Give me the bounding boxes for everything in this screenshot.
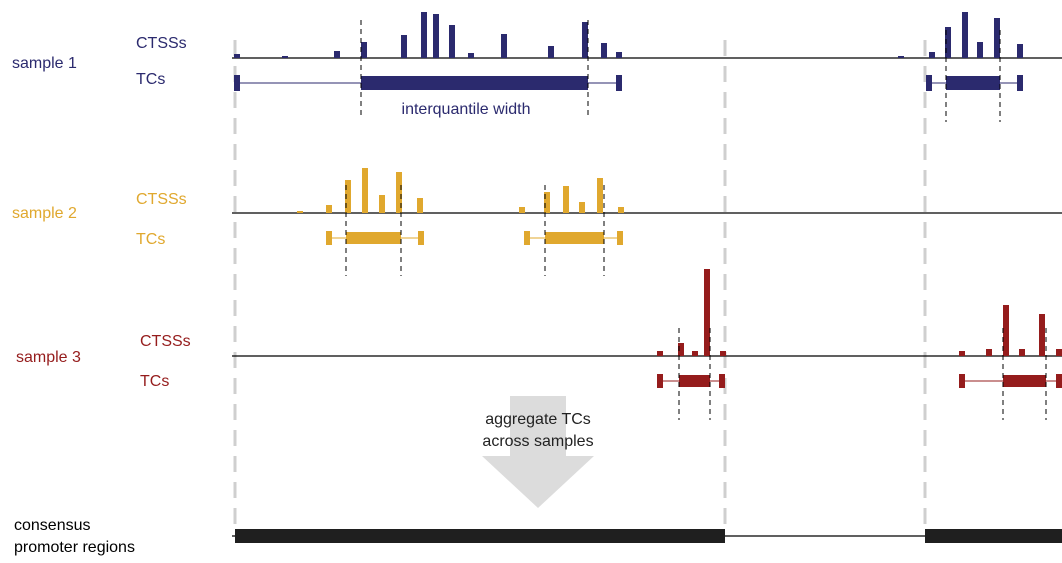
ctss-bar	[326, 205, 332, 213]
ctss-bar	[929, 52, 935, 58]
consensus-track: consensus promoter regions	[14, 517, 1062, 556]
sample-1-tcs	[234, 75, 1023, 91]
ctss-bar	[692, 351, 698, 356]
ctss-bar	[297, 211, 303, 213]
sample-3-ctss-label: CTSSs	[140, 333, 191, 350]
ctss-bar	[334, 51, 340, 58]
sample-1-ctss-bars	[234, 12, 1023, 58]
ctss-bar	[962, 12, 968, 58]
ctss-bar	[582, 22, 588, 58]
consensus-region	[235, 529, 725, 543]
ctss-bar	[898, 56, 904, 58]
tc-end-block	[926, 75, 932, 91]
tc-end-block	[719, 374, 725, 388]
ctss-bar	[1019, 349, 1025, 356]
tc-core-block	[946, 76, 1000, 90]
ctss-bar	[282, 56, 288, 58]
consensus-label-line1: consensus	[14, 517, 91, 534]
tc-end-block	[326, 231, 332, 245]
ctss-bar	[986, 349, 992, 356]
tc-end-block	[1017, 75, 1023, 91]
sample-2-tcs	[326, 231, 623, 245]
ctss-bar	[618, 207, 624, 213]
ctss-bar	[433, 14, 439, 58]
tc-end-block	[959, 374, 965, 388]
ctss-bar	[345, 180, 351, 213]
sample-2-tc-label: TCs	[136, 231, 165, 248]
ctss-bar	[994, 18, 1000, 58]
tc-end-block	[418, 231, 424, 245]
ctss-bar	[1056, 349, 1062, 356]
ctss-bar	[449, 25, 455, 58]
tc-end-block	[616, 75, 622, 91]
ctss-bar	[544, 192, 550, 213]
tc-end-block	[234, 75, 240, 91]
guide-lines	[233, 40, 927, 530]
tc-end-block	[617, 231, 623, 245]
ctss-bar	[234, 54, 240, 58]
ctss-bar	[977, 42, 983, 58]
tc-core-block	[361, 76, 588, 90]
sample-3-quantile-markers	[678, 328, 1047, 420]
ctss-bar	[657, 351, 663, 356]
sample-2-quantile-markers	[345, 185, 605, 276]
ctss-bar	[548, 46, 554, 58]
ctss-bar	[468, 53, 474, 58]
sample-3-track: sample 3 CTSSs TCs	[16, 269, 1062, 420]
tc-end-block	[1056, 374, 1062, 388]
tc-end-block	[524, 231, 530, 245]
sample-3-ctss-bars	[657, 269, 1062, 356]
ctss-bar	[601, 43, 607, 58]
sample-3-label: sample 3	[16, 349, 81, 366]
sample-1-label: sample 1	[12, 55, 77, 72]
ctss-bar	[579, 202, 585, 213]
sample-2-label: sample 2	[12, 205, 77, 222]
consensus-label-line2: promoter regions	[14, 539, 135, 556]
sample-3-tcs	[657, 374, 1062, 388]
ctss-bar	[396, 172, 402, 213]
tc-core-block	[679, 375, 710, 387]
ctss-bar	[501, 34, 507, 58]
ctss-bar	[362, 168, 368, 213]
ctss-bar	[417, 198, 423, 213]
ctss-bar	[597, 178, 603, 213]
ctss-bar	[1017, 44, 1023, 58]
ctss-bar	[720, 351, 726, 356]
aggregate-label-line1: aggregate TCs	[485, 411, 591, 428]
ctss-bar	[945, 27, 951, 58]
sample-1-tc-label: TCs	[136, 71, 165, 88]
aggregate-arrow: aggregate TCs across samples	[482, 396, 594, 508]
sample-2-ctss-label: CTSSs	[136, 191, 187, 208]
ctss-bar	[401, 35, 407, 58]
consensus-region	[925, 529, 1062, 543]
ctss-bar	[678, 343, 684, 356]
ctss-bar	[421, 12, 427, 58]
ctss-bar	[1039, 314, 1045, 356]
ctss-bar	[379, 195, 385, 213]
ctss-bar	[616, 52, 622, 58]
sample-1-ctss-label: CTSSs	[136, 35, 187, 52]
sample-2-track: sample 2 CTSSs TCs	[12, 168, 1062, 276]
sample-2-ctss-bars	[297, 168, 624, 213]
ctss-bar	[1003, 305, 1009, 356]
ctss-bar	[704, 269, 710, 356]
sample-1-quantile-markers	[360, 20, 1001, 122]
tc-core-block	[545, 232, 604, 244]
ctss-bar	[519, 207, 525, 213]
tc-core-block	[346, 232, 401, 244]
tc-end-block	[657, 374, 663, 388]
aggregate-label-line2: across samples	[482, 433, 593, 450]
aggregate-arrow-shape	[482, 396, 594, 508]
ctss-bar	[959, 351, 965, 356]
ctss-bar	[563, 186, 569, 213]
sample-1-track: sample 1 CTSSs TCs	[12, 12, 1062, 122]
sample-3-tc-label: TCs	[140, 373, 169, 390]
interquantile-width-label: interquantile width	[402, 101, 531, 118]
tc-core-block	[1003, 375, 1046, 387]
ctss-bar	[361, 42, 367, 58]
